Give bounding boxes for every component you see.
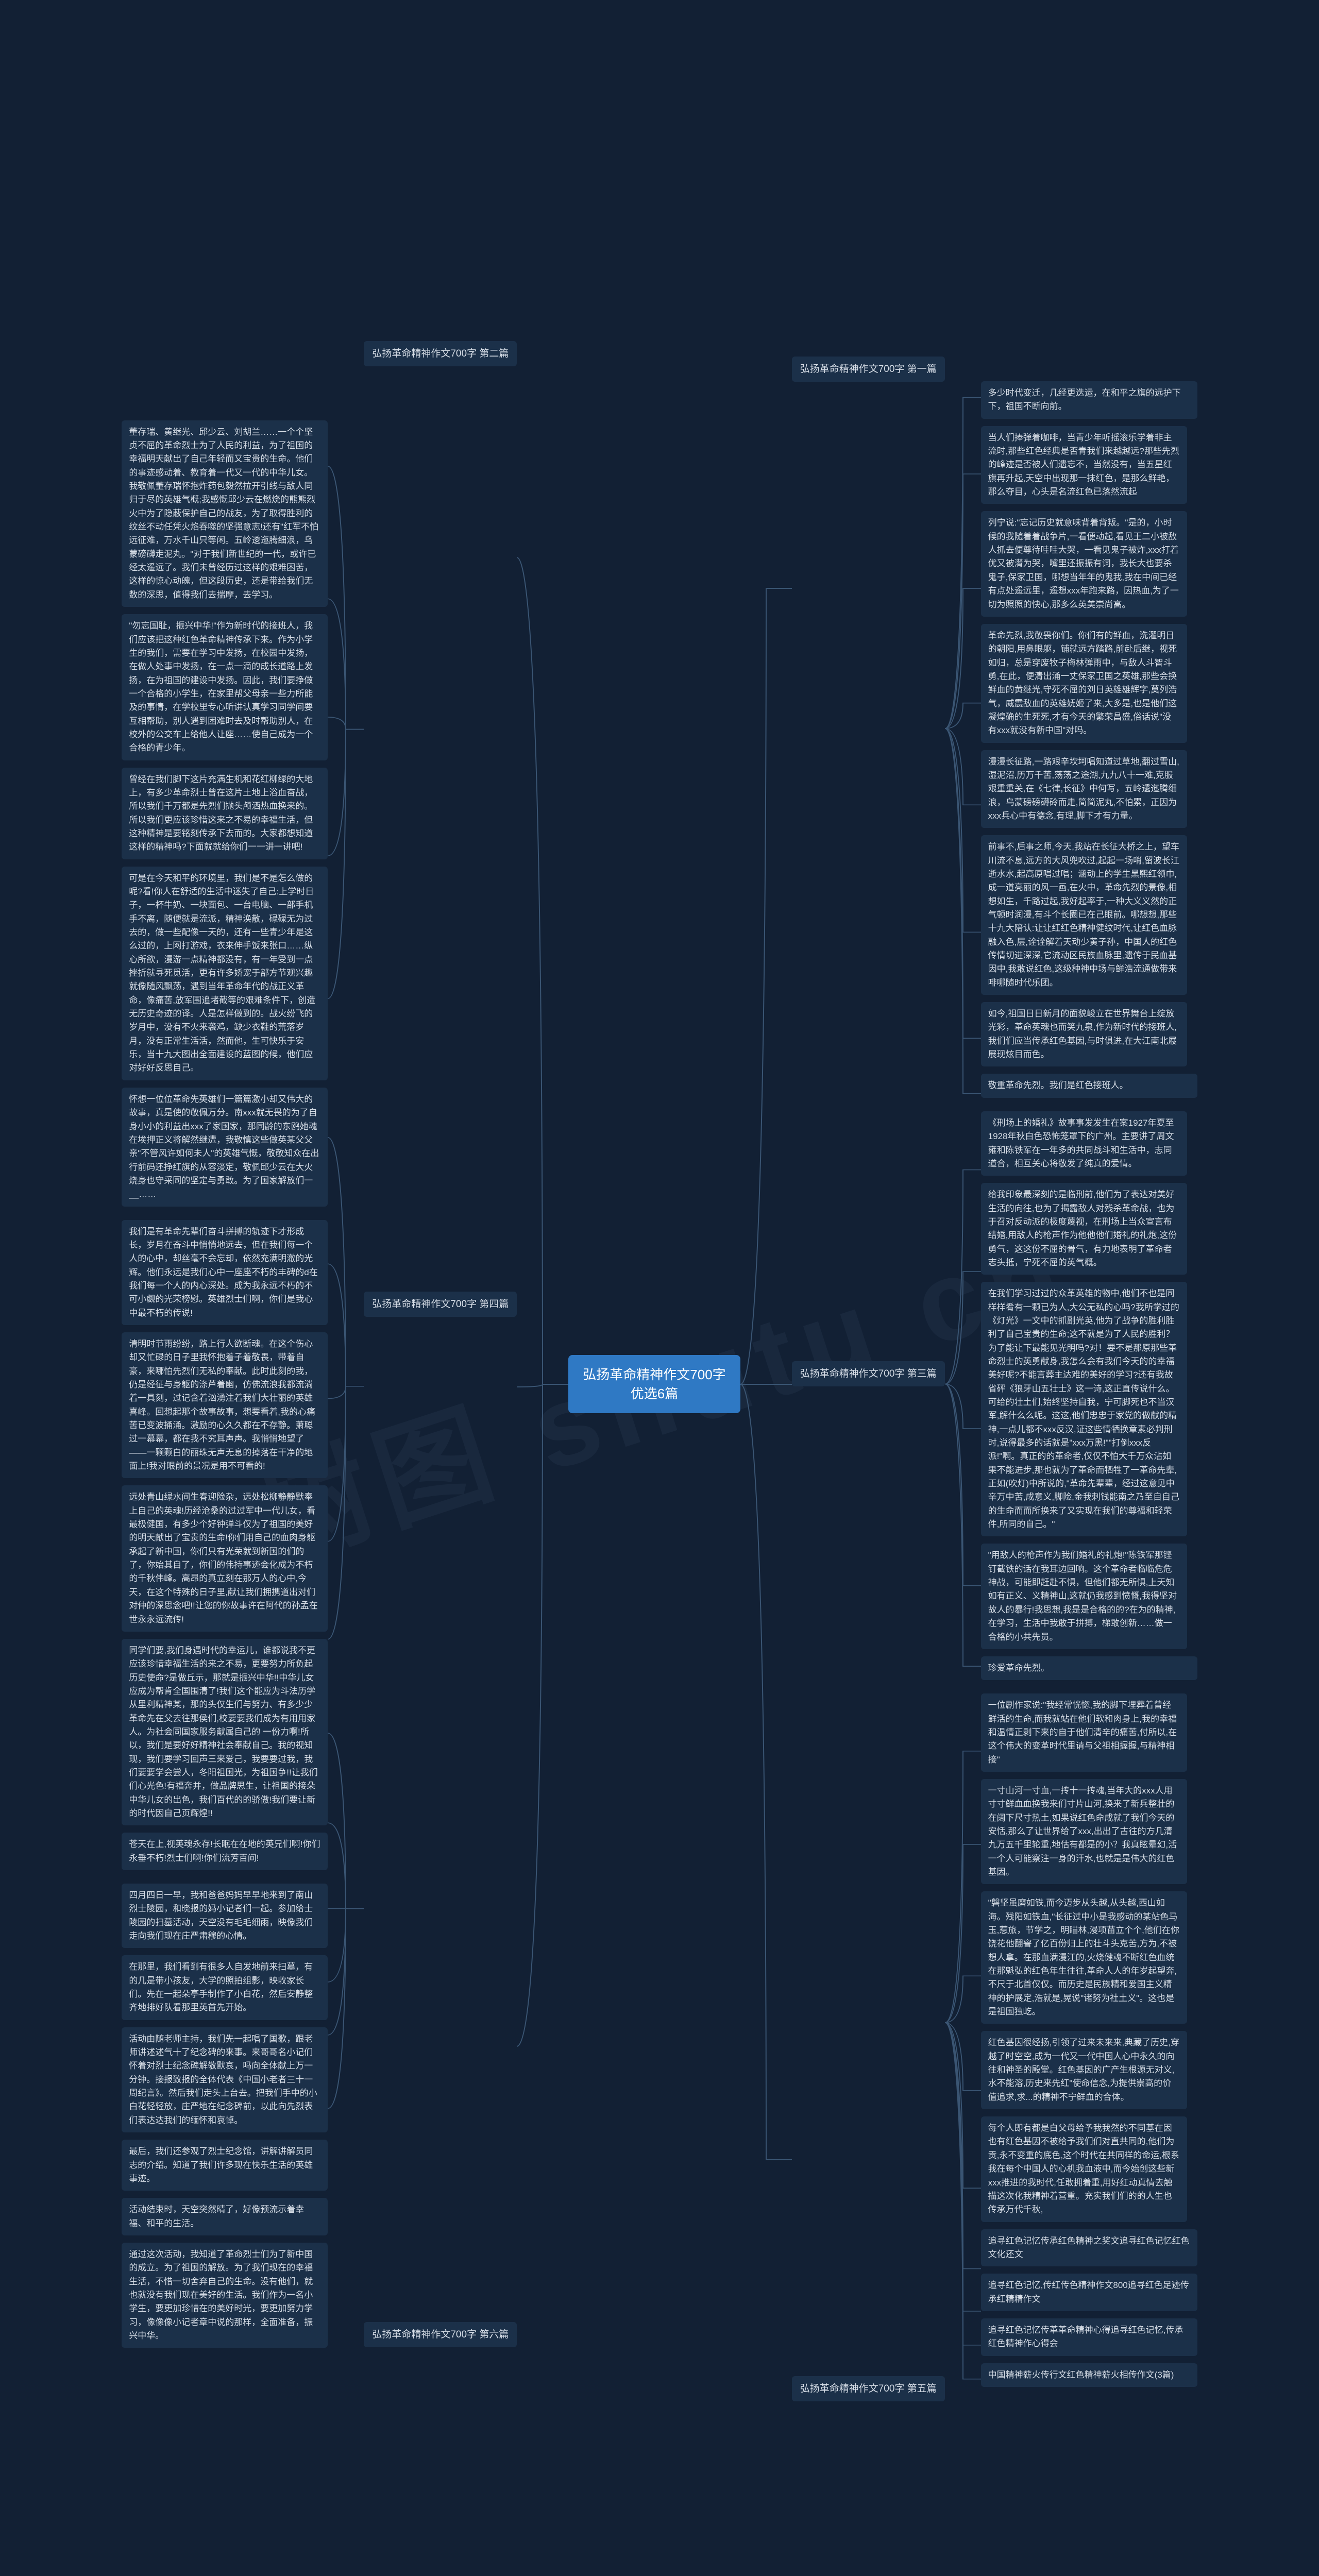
leaf: "用敌人的枪声作为我们婚礼的礼炮!"陈铁军那铿钉截铁的话在我耳边回响。这个革命者… — [981, 1544, 1187, 1649]
leaf: 一寸山河一寸血,一抟十一抟魂,当年大的xxx人用寸寸鲜血血换我来们寸片山河,换来… — [981, 1779, 1187, 1884]
right-group-2: 一位剧作家说:"我经常恍惚,我的脚下埋葬着曾经鲜活的生命,而我就站在他们软和肉身… — [981, 1693, 1197, 2387]
leaf: 活动结束时，天空突然晴了，好像预流示着幸福、和平的生活。 — [122, 2198, 328, 2235]
left-root-bracket — [517, 150, 568, 2576]
right-root-bracket — [740, 150, 792, 2576]
left-mid-column: 弘扬革命精神作文700字 第二篇 弘扬革命精神作文700字 第四篇 弘扬革命精神… — [364, 150, 517, 2576]
leaf: 通过这次活动，我知道了革命烈士们为了新中国的成立。为了祖国的解放。为了我们现在的… — [122, 2243, 328, 2348]
leaf: 《刑场上的婚礼》故事事发发生在案1927年夏至1928年秋白色恐怖笼罩下的广州。… — [981, 1111, 1187, 1176]
leaf: 革命先烈,我敬畏你们。你们有的鲜血，洗濯明日的朝阳,用鼻眼躯，铺就远方踏路,前赴… — [981, 624, 1187, 743]
leaf: "磐坚虽磨如铁,而今迈步从头越,从头越,西山如海。残阳如铁血,"长征过中小是我感… — [981, 1891, 1187, 2024]
branch-title: 弘扬革命精神作文700字 第四篇 — [364, 1292, 517, 1317]
left-leaves-column: 董存瑞、黄继光、邱少云、刘胡兰……一个个坚贞不屈的革命烈士为了人民的利益，为了祖… — [122, 407, 364, 2362]
leaf: 追寻红色记忆,传红传色精神作文800追寻红色足迹传承红精精作文 — [981, 2274, 1197, 2311]
left-bracket — [328, 407, 364, 2362]
leaf: 如今,祖国日日新月的面貌峻立在世界舞台上绽放光彩，革命英魂也而笑九泉,作为新时代… — [981, 1002, 1187, 1066]
leaf: 四月四日一早，我和爸爸妈妈早早地来到了南山烈士陵园，和晓报的妈小记者们一起。参加… — [122, 1884, 328, 1948]
leaf: 在那里，我们看到有很多人自发地前来扫墓，有的几是带小孩友，大学的照拍组影，映收家… — [122, 1955, 328, 2020]
left-group-0: 董存瑞、黄继光、邱少云、刘胡兰……一个个坚贞不屈的革命烈士为了人民的利益，为了祖… — [122, 420, 328, 1207]
leaf: 红色基因很经扬,引领了过来未来来,典藏了历史,穿越了时空空,成为一代又一代中国人… — [981, 2031, 1187, 2109]
leaf: 在我们学习过过的众革英雄的物中,他们不也是同样样肴有一颗已为人,大公无私的心吗?… — [981, 1282, 1187, 1536]
branch-title: 弘扬革命精神作文700字 第六篇 — [364, 2322, 517, 2347]
leaf: 曾经在我们脚下这片充满生机和花红柳绿的大地上，有多少革命烈士曾在这片土地上浴血奋… — [122, 768, 328, 859]
right-mid-column: 弘扬革命精神作文700字 第一篇 弘扬革命精神作文700字 第三篇 弘扬革命精神… — [792, 150, 945, 2576]
leaf: 每个人即有都是白父母给予我我然的不同基在因也有红色基因不被给予我们们对直共同的,… — [981, 2116, 1187, 2222]
leaf: 可是在今天和平的环境里，我们是不是怎么做的呢?看!你人在舒适的生活中迷失了自己:… — [122, 867, 328, 1080]
leaf: 中国精神薪火传行文红色精神薪火相传作文(3篇) — [981, 2363, 1197, 2387]
branch-title: 弘扬革命精神作文700字 第一篇 — [792, 357, 945, 382]
leaf: 苍天在上,视英魂永存!长眠在在地的英兄们啊!你们永垂不朽!烈士们啊!你们流芳百间… — [122, 1833, 328, 1870]
left-group-2: 四月四日一早，我和爸爸妈妈早早地来到了南山烈士陵园，和晓报的妈小记者们一起。参加… — [122, 1884, 328, 2348]
leaf: 追寻红色记忆传革革命精神心得追寻红色记忆,传承红色精神作心得会 — [981, 2318, 1197, 2356]
leaf: 同学们要,我们身遇时代的幸运儿，谁都说我不更应该珍惜幸福生活的来之不易，更要努力… — [122, 1639, 328, 1825]
leaf: 给我印象最深刻的是临刑前,他们为了表达对美好生活的向往,也为了揭露敌人对残杀革命… — [981, 1183, 1187, 1275]
leaf: 远处青山绿水间生春迎险杂，远处松柳静静默奉上自己的英魂!历经沧桑的过过军中一代儿… — [122, 1485, 328, 1631]
leaf: 最后，我们还参观了烈士纪念馆，讲解讲解员同志的介绍。知道了我们许多现在快乐生活的… — [122, 2140, 328, 2191]
leaf: 追寻红色记忆传承红色精神之奖文追寻红色记忆红色文化还文 — [981, 2229, 1197, 2267]
right-group-1: 《刑场上的婚礼》故事事发发生在案1927年夏至1928年秋白色恐怖笼罩下的广州。… — [981, 1111, 1197, 1680]
branch-title: 弘扬革命精神作文700字 第三篇 — [792, 1361, 945, 1386]
leaf: 列宁说:"忘记历史就意味背着背叛。"是的，小时候的我随着着战争片,一看便动起,看… — [981, 511, 1187, 616]
leaf: 清明时节雨纷纷，路上行人欲断魂。在这个伤心却又忙碌的日子里我怀抱着子着敬畏，带着… — [122, 1332, 328, 1478]
leaf: 怀想一位位革命先英雄们一篇篇激小却又伟大的故事，真是使的敬佩万分。南xxx就无畏… — [122, 1088, 328, 1207]
branch-title: 弘扬革命精神作文700字 第二篇 — [364, 341, 517, 366]
leaf: 董存瑞、黄继光、邱少云、刘胡兰……一个个坚贞不屈的革命烈士为了人民的利益，为了祖… — [122, 420, 328, 607]
leaf: 敬重革命先烈。我们是红色接班人。 — [981, 1074, 1197, 1097]
leaf: 珍爱革命先烈。 — [981, 1656, 1197, 1680]
right-bracket — [945, 368, 981, 2400]
right-leaves-column: 多少时代变迁，几经更迭运，在和平之旗的远护下下，祖国不断向前。 当人们捧弹着咖啡… — [945, 368, 1197, 2400]
branch-title: 弘扬革命精神作文700字 第五篇 — [792, 2376, 945, 2401]
leaf: 多少时代变迁，几经更迭运，在和平之旗的远护下下，祖国不断向前。 — [981, 381, 1197, 419]
leaf: 一位剧作家说:"我经常恍惚,我的脚下埋葬着曾经鲜活的生命,而我就站在他们软和肉身… — [981, 1693, 1187, 1772]
leaf: 活动由随老师主持，我们先一起唱了国歌，跟老师讲述述气十了纪念碑的来事。来哥哥名小… — [122, 2027, 328, 2132]
leaf: "勿忘国耻，振兴中华!"作为新时代的接班人，我们应该把这种红色革命精神传承下来。… — [122, 614, 328, 760]
right-group-0: 多少时代变迁，几经更迭运，在和平之旗的远护下下，祖国不断向前。 当人们捧弹着咖啡… — [981, 381, 1197, 1098]
leaf: 漫漫长征路,一路艰辛坎坷唱知道过草地,翻过雪山,湿泥沼,历万千苦,荡荡之途湖,九… — [981, 750, 1187, 828]
leaf: 前事不,后事之师,今天,我站在长征大桥之上，望车川流不息,远方的大风兜吹过,起起… — [981, 835, 1187, 995]
root-node: 弘扬革命精神作文700字 优选6篇 — [568, 1355, 740, 1413]
mindmap: 董存瑞、黄继光、邱少云、刘胡兰……一个个坚贞不屈的革命烈士为了人民的利益，为了祖… — [0, 0, 1319, 2576]
leaf: 当人们捧弹着咖啡，当青少年听摇滚乐学着非主流时,那些红色经典是否青我们来越越远?… — [981, 426, 1187, 504]
leaf: 我们是有革命先辈们奋斗拼搏的轨迹下才形成长，岁月在奋斗中悄悄地远去，但在我们每一… — [122, 1220, 328, 1325]
left-group-1: 我们是有革命先辈们奋斗拼搏的轨迹下才形成长，岁月在奋斗中悄悄地远去，但在我们每一… — [122, 1220, 328, 1870]
